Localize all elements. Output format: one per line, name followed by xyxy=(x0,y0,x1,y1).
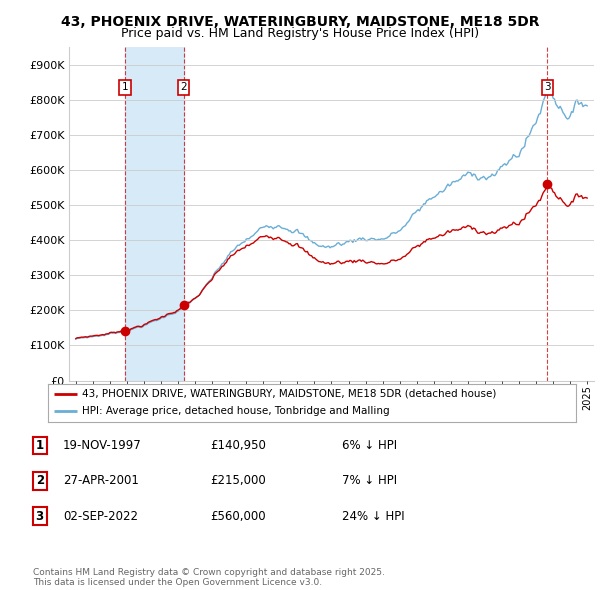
Text: 7% ↓ HPI: 7% ↓ HPI xyxy=(342,474,397,487)
Text: 1: 1 xyxy=(122,82,128,92)
Text: 2: 2 xyxy=(35,474,44,487)
Text: £140,950: £140,950 xyxy=(210,439,266,452)
Text: 02-SEP-2022: 02-SEP-2022 xyxy=(63,510,138,523)
Text: Contains HM Land Registry data © Crown copyright and database right 2025.
This d: Contains HM Land Registry data © Crown c… xyxy=(33,568,385,587)
Text: 3: 3 xyxy=(544,82,551,92)
Text: 24% ↓ HPI: 24% ↓ HPI xyxy=(342,510,404,523)
Text: 6% ↓ HPI: 6% ↓ HPI xyxy=(342,439,397,452)
Text: £560,000: £560,000 xyxy=(210,510,266,523)
Text: 2: 2 xyxy=(180,82,187,92)
Text: 43, PHOENIX DRIVE, WATERINGBURY, MAIDSTONE, ME18 5DR: 43, PHOENIX DRIVE, WATERINGBURY, MAIDSTO… xyxy=(61,15,539,29)
Text: Price paid vs. HM Land Registry's House Price Index (HPI): Price paid vs. HM Land Registry's House … xyxy=(121,27,479,40)
Text: 3: 3 xyxy=(35,510,44,523)
Text: 19-NOV-1997: 19-NOV-1997 xyxy=(63,439,142,452)
Text: 27-APR-2001: 27-APR-2001 xyxy=(63,474,139,487)
Text: £215,000: £215,000 xyxy=(210,474,266,487)
Text: HPI: Average price, detached house, Tonbridge and Malling: HPI: Average price, detached house, Tonb… xyxy=(82,407,390,417)
Text: 1: 1 xyxy=(35,439,44,452)
Text: 43, PHOENIX DRIVE, WATERINGBURY, MAIDSTONE, ME18 5DR (detached house): 43, PHOENIX DRIVE, WATERINGBURY, MAIDSTO… xyxy=(82,389,497,399)
